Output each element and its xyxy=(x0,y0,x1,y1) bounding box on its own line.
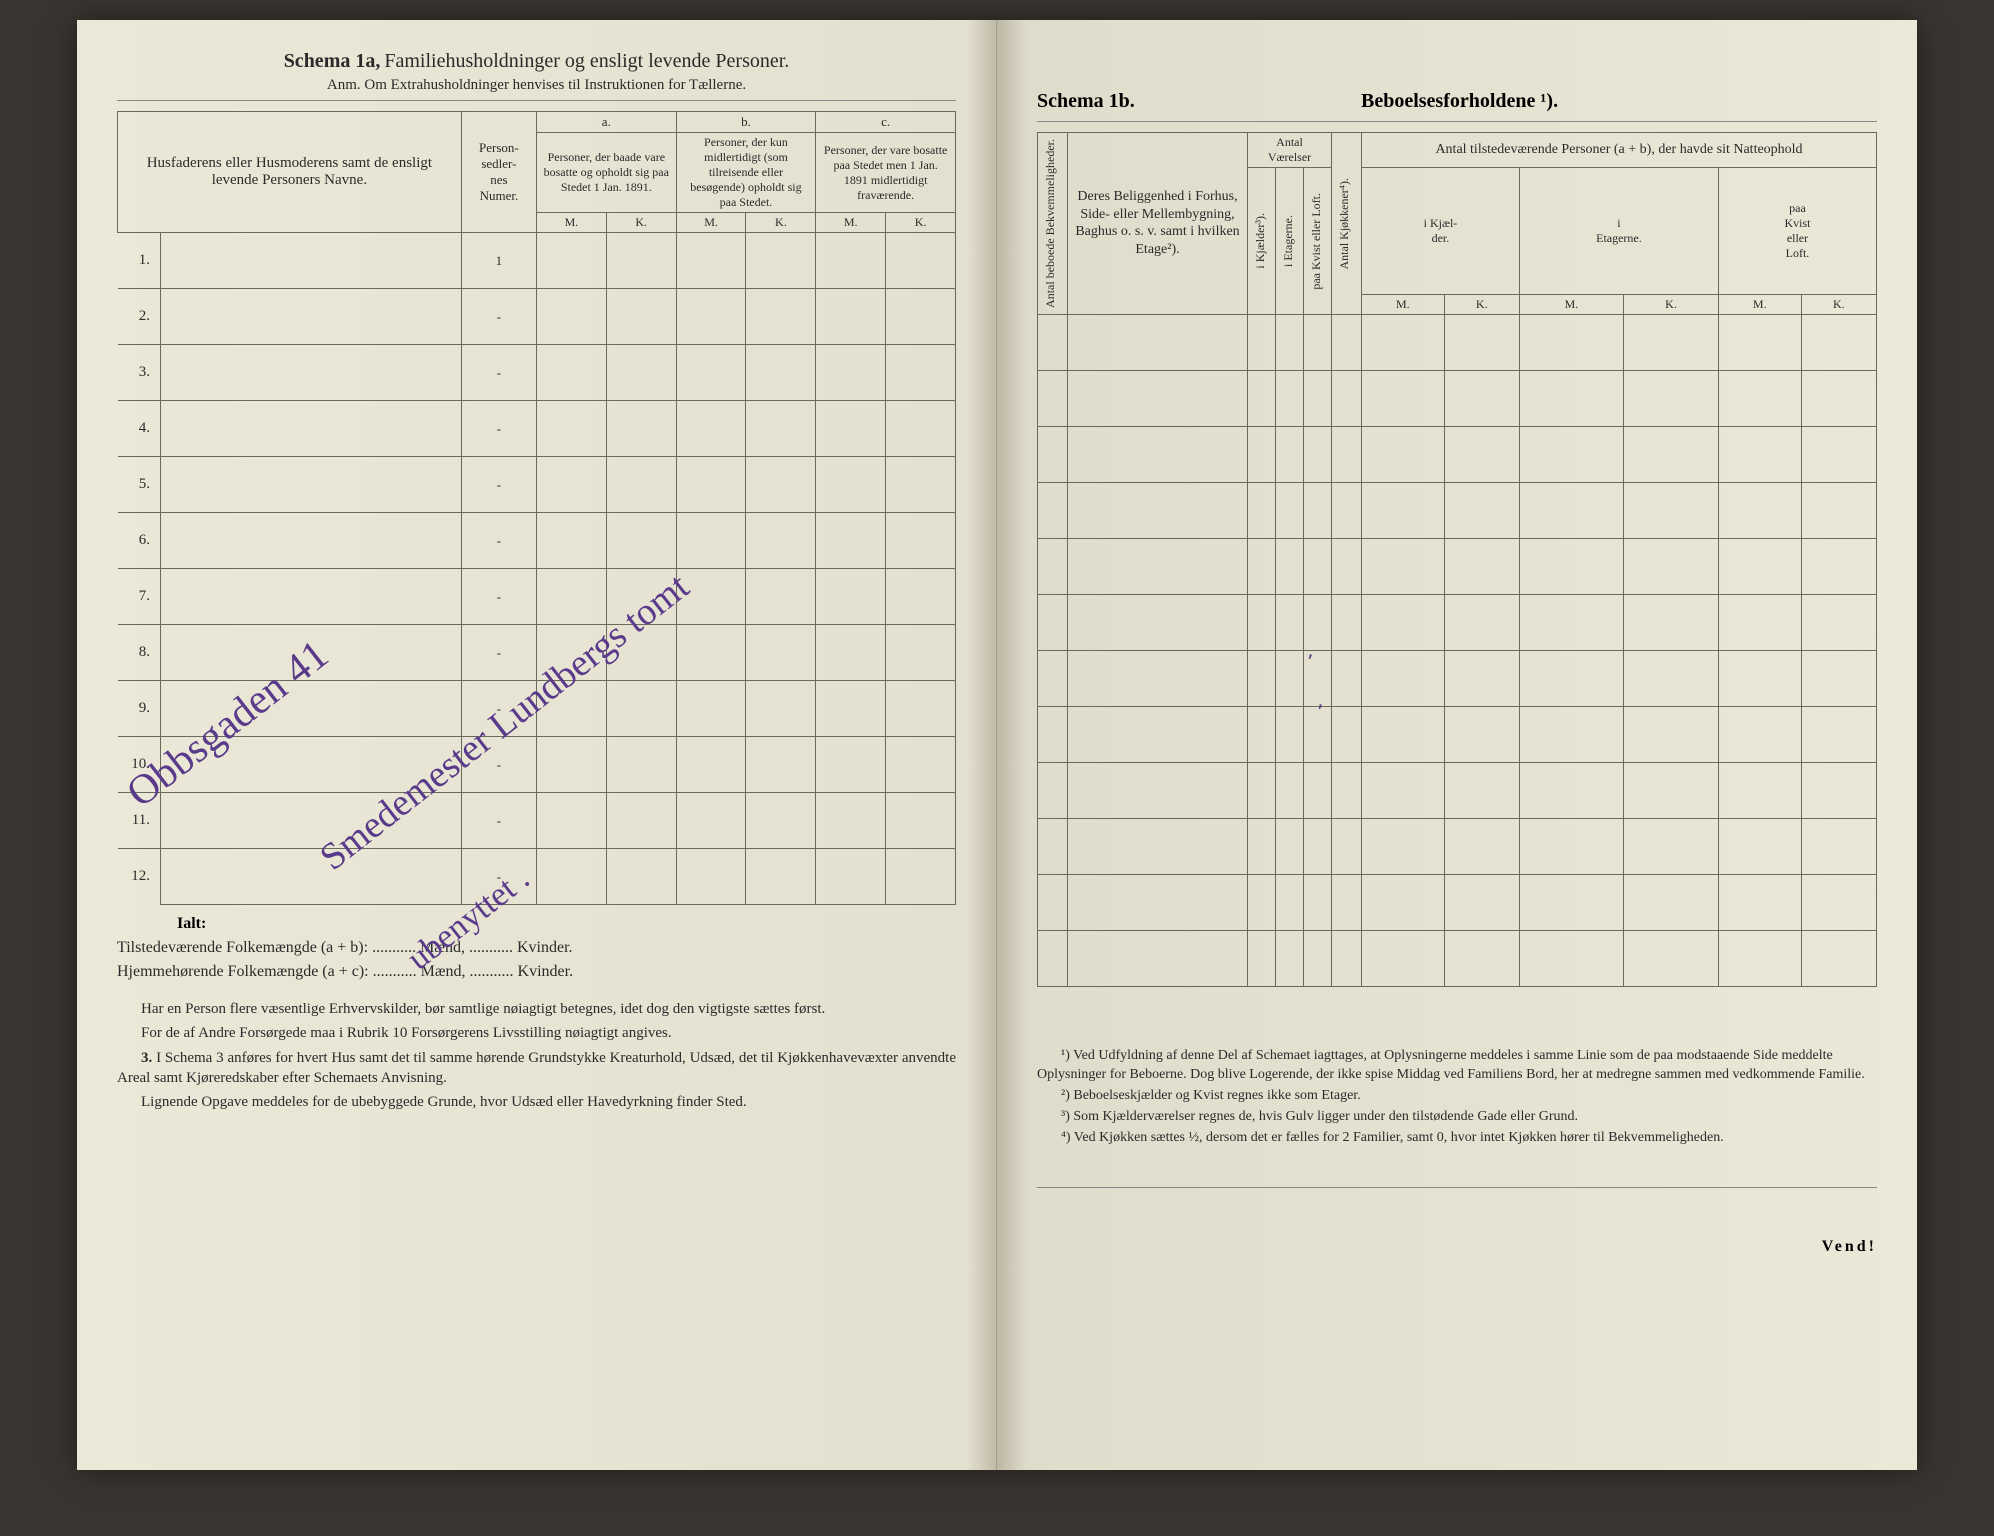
rule xyxy=(1037,121,1877,122)
right-page: Schema 1b. Beboelsesforholdene ¹). Antal… xyxy=(997,20,1917,1470)
table-row: 11.- xyxy=(118,793,956,849)
rule xyxy=(117,100,956,101)
anm-note: Anm. Om Extrahusholdninger henvises til … xyxy=(117,77,956,94)
vend-label: Vend! xyxy=(1037,1238,1877,1256)
table-row: 2.- xyxy=(118,289,956,345)
totals-ab: Tilstedeværende Folkemængde (a + b): ...… xyxy=(117,939,956,957)
ink-mark: ٬ xyxy=(1317,700,1323,725)
mk: K. xyxy=(886,213,956,233)
table-row xyxy=(1038,426,1877,482)
mk: K. xyxy=(746,213,816,233)
mk: M. xyxy=(676,213,746,233)
sub-kvist: paa Kvist eller Loft. xyxy=(1718,168,1876,295)
table-row: 6.- xyxy=(118,513,956,569)
table-row: 3.- xyxy=(118,345,956,401)
sub-kjaelder: i Kjæl- der. xyxy=(1362,168,1520,295)
body-p2: For de af Andre Forsørgede maa i Rubrik … xyxy=(117,1023,956,1043)
table-row xyxy=(1038,930,1877,986)
table-row: 4.- xyxy=(118,401,956,457)
cell xyxy=(816,233,886,289)
table-row: 8.- xyxy=(118,625,956,681)
table-row xyxy=(1038,706,1877,762)
rule xyxy=(1037,1187,1877,1188)
table-row xyxy=(1038,538,1877,594)
sub-etagerne: i Etagerne. xyxy=(1519,168,1718,295)
group-a: a. xyxy=(536,112,676,133)
table-1a: Husfaderens eller Husmoderens samt de en… xyxy=(117,111,956,905)
totals-ac: Hjemmehørende Folkemængde (a + c): .....… xyxy=(117,963,956,981)
right-title-row: Schema 1b. Beboelsesforholdene ¹). xyxy=(1037,90,1877,113)
table-row xyxy=(1038,650,1877,706)
cell xyxy=(886,233,956,289)
cell xyxy=(746,233,816,289)
cell: 1 xyxy=(461,233,536,289)
table-row xyxy=(1038,874,1877,930)
table-row xyxy=(1038,370,1877,426)
table-row xyxy=(1038,482,1877,538)
col-names-header: Husfaderens eller Husmoderens samt de en… xyxy=(118,112,462,233)
table-row xyxy=(1038,314,1877,370)
cell xyxy=(606,233,676,289)
schema-1b-label: Schema 1b. xyxy=(1037,90,1237,113)
table-row: 12.- xyxy=(118,849,956,905)
table-row xyxy=(1038,762,1877,818)
col-etagerne: i Etagerne. xyxy=(1280,211,1297,271)
schema-1a-label: Schema 1a, xyxy=(284,50,381,72)
table-row xyxy=(1038,818,1877,874)
group-b: b. xyxy=(676,112,816,133)
fn1: ¹) Ved Udfyldning af denne Del af Schema… xyxy=(1037,1047,1877,1085)
book-spread: Schema 1a, Familiehusholdninger og ensli… xyxy=(77,20,1917,1470)
cell xyxy=(160,233,461,289)
table-row: 7.- xyxy=(118,569,956,625)
grp-tilstede: Antal tilstedeværende Personer (a + b), … xyxy=(1362,133,1877,168)
mk: M. xyxy=(816,213,886,233)
body-p4: Lignende Opgave meddeles for de ubebygge… xyxy=(117,1092,956,1112)
ink-mark: ٬ xyxy=(1307,650,1313,675)
table-row: 10.- xyxy=(118,737,956,793)
table-row: 9.- xyxy=(118,681,956,737)
grp-vaerelser: Antal Værelser xyxy=(1248,133,1332,168)
table-1b: Antal beboede Bekvemmeligheder. Deres Be… xyxy=(1037,132,1877,987)
body-p3: 3. I Schema 3 anføres for hvert Hus samt… xyxy=(117,1048,956,1089)
schema-1a-title: Familiehusholdninger og ensligt levende … xyxy=(384,50,789,72)
cell xyxy=(676,233,746,289)
fn3: ³) Som Kjælderværelser regnes de, hvis G… xyxy=(1037,1108,1877,1127)
table-row: 1.1 xyxy=(118,233,956,289)
fn4: ⁴) Ved Kjøkken sættes ½, dersom det er f… xyxy=(1037,1129,1877,1148)
left-page: Schema 1a, Familiehusholdninger og ensli… xyxy=(77,20,997,1470)
row-num: 2. xyxy=(118,289,161,345)
mk: M. xyxy=(536,213,606,233)
cell xyxy=(536,233,606,289)
col-c-header: Personer, der vare bosatte paa Stedet me… xyxy=(816,133,956,213)
mk: K. xyxy=(606,213,676,233)
row-num: 1. xyxy=(118,233,161,289)
footnotes: ¹) Ved Udfyldning af denne Del af Schema… xyxy=(1037,1047,1877,1147)
left-title-row: Schema 1a, Familiehusholdninger og ensli… xyxy=(117,50,956,73)
body-p1: Har en Person flere væsentlige Erhvervsk… xyxy=(117,999,956,1019)
instructions: Har en Person flere væsentlige Erhvervsk… xyxy=(117,999,956,1112)
fn2: ²) Beboelseskjælder og Kvist regnes ikke… xyxy=(1037,1087,1877,1106)
col-kvist: paa Kvist eller Loft. xyxy=(1308,189,1325,294)
col-b-header: Personer, der kun midlertidigt (som tilr… xyxy=(676,133,816,213)
col-kjaelder: i Kjælder³). xyxy=(1252,209,1269,273)
col-kjokkener-header: Antal Kjøkkener⁴). xyxy=(1336,174,1353,274)
col-bekv-header: Antal beboede Bekvemmeligheder. xyxy=(1042,135,1059,312)
col-personsedler-header: Person- sedler- nes Numer. xyxy=(461,112,536,233)
group-c: c. xyxy=(816,112,956,133)
col-a-header: Personer, der baade vare bosatte og opho… xyxy=(536,133,676,213)
table-row xyxy=(1038,594,1877,650)
col-beliggenhed-header: Deres Beliggenhed i Forhus, Side- eller … xyxy=(1068,133,1248,315)
table-row: 5.- xyxy=(118,457,956,513)
ialt-label: Ialt: xyxy=(117,915,956,933)
schema-1b-title: Beboelsesforholdene ¹). xyxy=(1361,90,1558,113)
